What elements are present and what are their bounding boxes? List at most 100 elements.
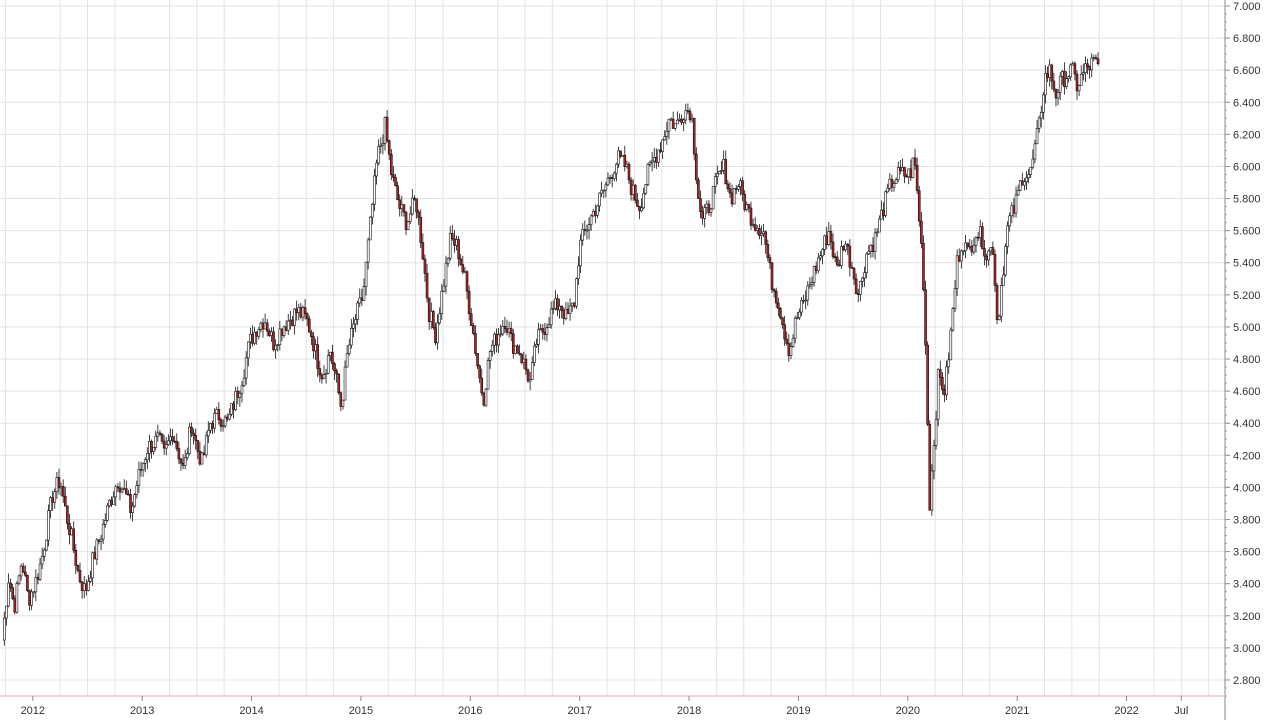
candle-body <box>745 204 749 210</box>
candle-body <box>333 363 336 372</box>
candle-body <box>1008 215 1011 227</box>
candle-body <box>146 453 149 461</box>
candle-body <box>688 110 692 121</box>
candle <box>894 177 898 184</box>
candle-body <box>228 414 231 420</box>
candle-body <box>190 426 193 434</box>
candle <box>865 252 868 279</box>
candle-body <box>97 539 101 542</box>
candle <box>278 320 282 351</box>
candle <box>350 318 353 349</box>
candle <box>673 123 677 131</box>
candle <box>848 239 852 277</box>
candle-body <box>684 110 688 121</box>
candle-body <box>19 565 23 577</box>
candle <box>268 328 271 337</box>
candle <box>497 328 500 354</box>
candle <box>957 248 961 263</box>
candle-body <box>89 577 92 582</box>
candle <box>1082 63 1085 81</box>
candle <box>183 449 187 470</box>
candle <box>789 341 793 360</box>
candle-body <box>101 523 105 540</box>
candle-body <box>509 328 513 335</box>
candle <box>629 177 633 201</box>
axes: 2.800 3.000 3.200 3.400 3.600 3.800 4.000 4.200… <box>0 0 1261 720</box>
candle-body <box>932 445 936 472</box>
candle <box>230 403 233 417</box>
candle <box>953 280 957 313</box>
candle <box>768 254 772 269</box>
candle-body <box>242 377 246 387</box>
candle-body <box>1054 89 1058 99</box>
candle-body <box>634 184 637 201</box>
candle <box>326 349 330 375</box>
candle-body <box>968 245 972 248</box>
y-tick-label: 4.600 <box>1233 386 1261 398</box>
candle <box>284 320 288 332</box>
candle-body <box>51 497 54 503</box>
candle <box>760 225 763 245</box>
candle-body <box>875 231 879 234</box>
candle-body <box>596 205 599 216</box>
candle <box>352 317 355 338</box>
candle-body <box>608 177 612 179</box>
candle <box>297 303 301 321</box>
candle <box>120 487 124 494</box>
candle-body <box>821 249 824 257</box>
candle-body <box>32 591 36 594</box>
candle <box>981 222 984 250</box>
candle <box>943 384 946 403</box>
candle-body <box>188 426 191 454</box>
candle <box>436 314 439 350</box>
candle-body <box>859 280 862 295</box>
candle <box>66 505 69 530</box>
candle <box>200 451 204 465</box>
candle-body <box>257 329 261 337</box>
candle <box>1050 63 1054 90</box>
y-tick-label: 6.200 <box>1233 129 1261 141</box>
candle-body <box>730 192 734 205</box>
candle <box>657 149 660 167</box>
candle-body <box>7 582 10 607</box>
candle-body <box>966 242 969 247</box>
candle-body <box>371 204 374 218</box>
candle <box>345 345 349 368</box>
candle-body <box>522 358 526 363</box>
candle-body <box>316 344 319 369</box>
candle-body <box>404 211 408 230</box>
candle <box>339 391 343 412</box>
candle-body <box>743 193 746 210</box>
candle-body <box>545 327 549 335</box>
candle-body <box>579 239 582 267</box>
candle-body <box>997 315 1001 321</box>
candle <box>816 252 820 274</box>
candle <box>648 160 652 167</box>
candle <box>1018 179 1022 192</box>
candle <box>934 410 938 450</box>
candle-body <box>236 390 240 398</box>
candle-body <box>350 328 353 346</box>
candle-body <box>537 329 540 345</box>
candle-body <box>724 159 728 185</box>
candle <box>833 253 837 263</box>
candle <box>615 162 618 182</box>
y-tick-label: 3.800 <box>1233 514 1261 526</box>
candle <box>526 368 530 383</box>
candle <box>364 261 368 296</box>
candle-body <box>1044 73 1047 96</box>
candle-body <box>819 255 822 259</box>
candle <box>396 181 399 201</box>
candle-body <box>219 419 223 427</box>
candle <box>713 172 717 194</box>
candle-body <box>2 617 6 641</box>
candle <box>922 235 925 292</box>
candle-body <box>833 256 837 258</box>
candle-body <box>1082 72 1085 75</box>
candle <box>127 490 130 496</box>
candle-body <box>112 496 115 505</box>
candle <box>446 256 450 267</box>
candle <box>514 345 517 355</box>
candle <box>112 491 115 505</box>
candle <box>766 239 770 262</box>
